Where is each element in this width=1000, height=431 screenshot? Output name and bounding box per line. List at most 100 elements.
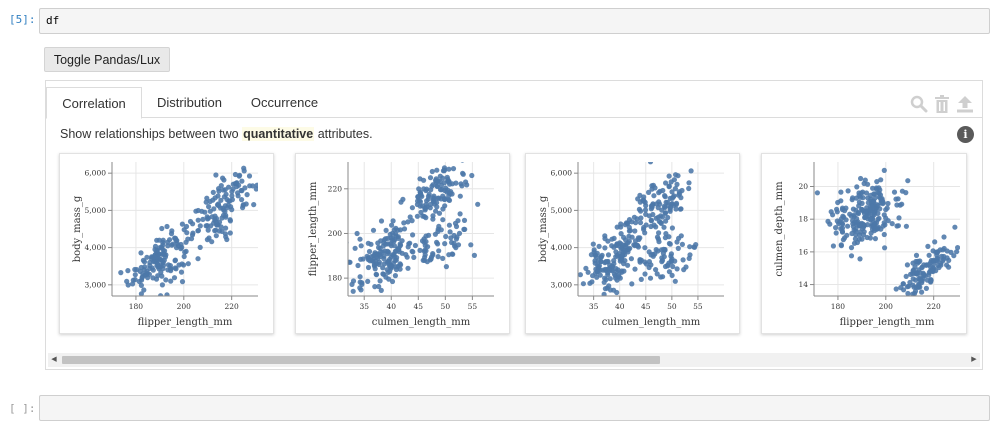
scatter-point <box>865 200 871 206</box>
tab-occurrence[interactable]: Occurrence <box>250 95 319 110</box>
scatter-point <box>635 235 641 241</box>
scatter-point <box>253 186 258 192</box>
scatter-point <box>941 253 947 260</box>
scatter-point <box>167 263 173 269</box>
scatter-point <box>893 196 899 202</box>
cell-prompt: [5]: <box>9 13 36 26</box>
scatter-point <box>212 195 218 201</box>
scatter-point <box>425 196 431 202</box>
scatter-point <box>917 258 923 264</box>
empty-code-cell-input[interactable] <box>39 395 990 421</box>
scatter-point <box>451 232 457 239</box>
scatter-point <box>440 168 446 174</box>
scatter-point <box>674 239 680 245</box>
scatter-point <box>951 253 957 259</box>
scatter-point <box>195 217 201 223</box>
points-layer <box>348 162 481 294</box>
scatter-point <box>855 210 862 217</box>
scatter-point <box>426 232 432 238</box>
scatter-point <box>434 179 440 185</box>
x-tick-label: 50 <box>441 302 451 311</box>
tab-correlation[interactable]: Correlation <box>46 87 142 119</box>
scatter-point <box>629 281 635 287</box>
scatter-point <box>830 243 836 249</box>
scatter-point <box>666 173 672 179</box>
x-axis-label: flipper_length_mm <box>840 317 935 328</box>
trash-icon[interactable] <box>934 95 950 113</box>
scatter-point <box>354 230 360 237</box>
scatter-point <box>468 242 474 248</box>
scatter-point <box>233 180 239 186</box>
scatter-point <box>154 237 160 243</box>
scatter-point <box>352 245 358 251</box>
scatter-point <box>460 162 465 163</box>
scatter-point <box>422 247 428 253</box>
scatter-point <box>399 238 405 244</box>
scatter-point <box>430 195 436 201</box>
points-layer <box>118 165 258 296</box>
horizontal-scrollbar[interactable]: ◀ ▶ <box>48 353 980 367</box>
scatter-point <box>412 242 418 249</box>
scatter-point <box>889 221 895 227</box>
scatter-point <box>638 215 644 221</box>
scatter-point <box>389 264 395 270</box>
scatter-point <box>357 236 363 242</box>
chart-card-2[interactable]: 35 40 45 50 55 180 200 220 culmen_length_mm flipp… <box>295 153 510 334</box>
x-tick-label: 45 <box>414 302 424 311</box>
code-cell-input[interactable]: df <box>39 8 990 34</box>
scroll-thumb[interactable] <box>62 356 660 364</box>
scatter-point <box>857 256 863 262</box>
lux-widget: Correlation Distribution Occurrence Show… <box>45 80 983 370</box>
search-icon[interactable] <box>910 95 928 113</box>
scatter-point <box>859 236 865 242</box>
scatter-point <box>138 291 144 296</box>
scatter-point <box>602 266 608 272</box>
x-tick-label: 180 <box>831 302 846 311</box>
scatter-point <box>612 273 618 279</box>
scatter-point <box>874 202 880 208</box>
toggle-pandas-lux-button[interactable]: Toggle Pandas/Lux <box>44 47 170 72</box>
scatter-point <box>223 225 229 231</box>
scatter-point <box>223 191 229 197</box>
scatter-point <box>893 286 899 292</box>
scatter-point <box>941 245 947 252</box>
tab-distribution[interactable]: Distribution <box>156 95 223 110</box>
info-icon[interactable]: i <box>957 126 974 143</box>
scatter-point <box>667 208 673 214</box>
scatter-point <box>358 243 364 249</box>
scatter-point <box>438 227 444 233</box>
scatter-point <box>677 206 683 212</box>
scatter-point <box>635 196 641 202</box>
scatter-point <box>875 210 881 216</box>
scatter-point <box>365 240 371 246</box>
scatter-point <box>440 206 446 212</box>
scatter-point <box>656 239 662 245</box>
upload-icon[interactable] <box>956 95 974 113</box>
scatter-point <box>622 248 628 254</box>
scatter-point <box>833 230 839 236</box>
scatter-point <box>845 188 851 194</box>
scatter-point <box>241 168 247 174</box>
chart-card-1[interactable]: 180 200 220 3,000 4,000 5,000 6,000 flipper_len… <box>59 153 274 334</box>
scatter-point <box>141 287 147 293</box>
x-axis-label: culmen_length_mm <box>372 317 471 328</box>
scatter-point <box>437 187 444 193</box>
scatter-point <box>674 266 680 272</box>
scatter-point <box>669 225 675 231</box>
x-tick-label: 55 <box>468 302 478 311</box>
scatter-point <box>158 269 164 275</box>
x-axis-label: flipper_length_mm <box>138 317 233 328</box>
chart-card-4[interactable]: 180 200 220 14 16 18 20 flipper_length_mm culmen… <box>761 153 967 334</box>
scatter-point <box>651 193 657 199</box>
scatter-point <box>856 199 862 205</box>
scatter-point <box>862 177 868 183</box>
scatter-point <box>614 277 620 283</box>
scroll-right-icon[interactable]: ▶ <box>971 356 977 363</box>
scatter-point <box>398 199 404 205</box>
chart-card-3[interactable]: 35 40 45 50 55 3,000 4,000 5,000 6,000 culmen_len… <box>525 153 740 334</box>
scatter-point <box>854 216 860 222</box>
scatter-point <box>611 235 617 241</box>
scroll-left-icon[interactable]: ◀ <box>51 356 57 363</box>
scatter-point <box>867 235 873 241</box>
scatter-point <box>932 239 938 245</box>
